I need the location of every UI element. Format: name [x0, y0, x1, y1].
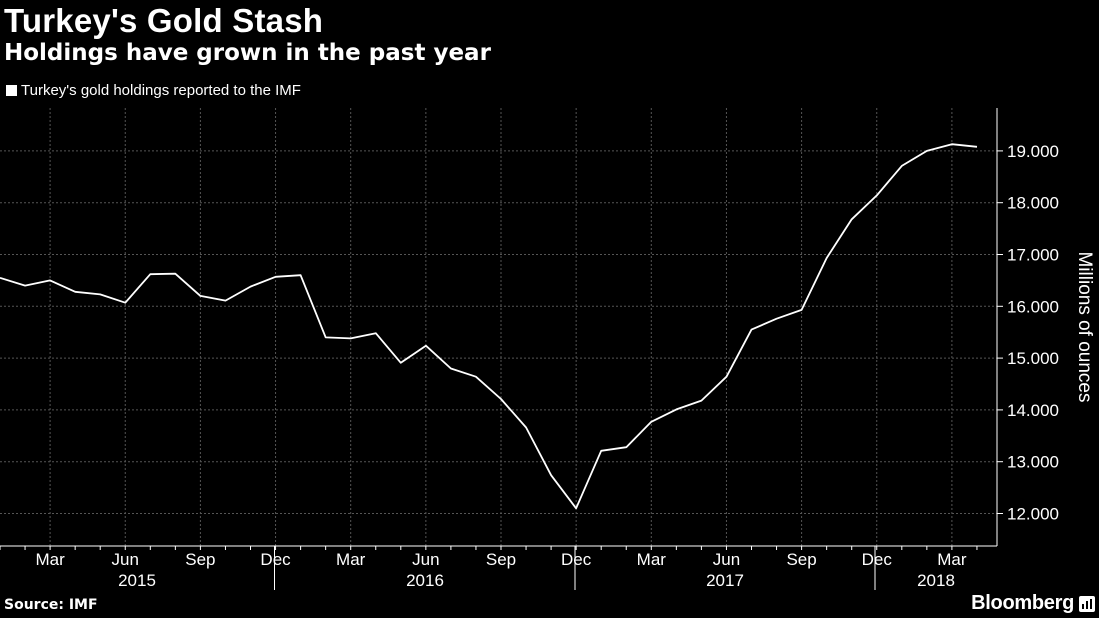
x-tick-label: Dec — [260, 550, 291, 569]
x-year-label: 2018 — [917, 571, 955, 590]
y-tick-label: 18.000 — [1007, 194, 1059, 213]
chart-title: Turkey's Gold Stash — [4, 2, 324, 39]
y-tick-label: 16.000 — [1007, 297, 1059, 316]
x-tick-label: Dec — [561, 550, 592, 569]
x-tick-label: Sep — [185, 550, 215, 569]
x-year-label: 2015 — [118, 571, 156, 590]
x-tick-label: Jun — [412, 550, 439, 569]
x-year-label: 2016 — [406, 571, 444, 590]
x-tick-label: Dec — [862, 550, 893, 569]
x-tick-label: Mar — [336, 550, 366, 569]
x-year-label: 2017 — [706, 571, 744, 590]
x-tick-label: Mar — [35, 550, 65, 569]
x-tick-label: Jun — [112, 550, 139, 569]
chart-subtitle: Holdings have grown in the past year — [4, 40, 491, 66]
x-tick-label: Jun — [713, 550, 740, 569]
bar-chart-icon — [1079, 595, 1095, 612]
bloomberg-logo: Bloomberg — [971, 592, 1095, 615]
brand-name: Bloomberg — [971, 592, 1074, 614]
x-tick-label: Sep — [486, 550, 516, 569]
series-line — [0, 143, 978, 510]
y-axis-label: Millions of ounces — [1074, 251, 1095, 403]
legend: Turkey's gold holdings reported to the I… — [6, 82, 301, 99]
x-tick-label: Sep — [786, 550, 816, 569]
legend-swatch — [6, 85, 17, 96]
legend-label: Turkey's gold holdings reported to the I… — [21, 82, 301, 99]
y-tick-label: 15.000 — [1007, 349, 1059, 368]
y-tick-label: 19.000 — [1007, 142, 1059, 161]
x-tick-label: Mar — [637, 550, 667, 569]
y-tick-label: 14.000 — [1007, 401, 1059, 420]
y-tick-label: 12.000 — [1007, 505, 1059, 524]
x-tick-label: Mar — [937, 550, 967, 569]
source-note: Source: IMF — [4, 597, 98, 613]
y-tick-label: 17.000 — [1007, 246, 1059, 265]
y-tick-label: 13.000 — [1007, 453, 1059, 472]
